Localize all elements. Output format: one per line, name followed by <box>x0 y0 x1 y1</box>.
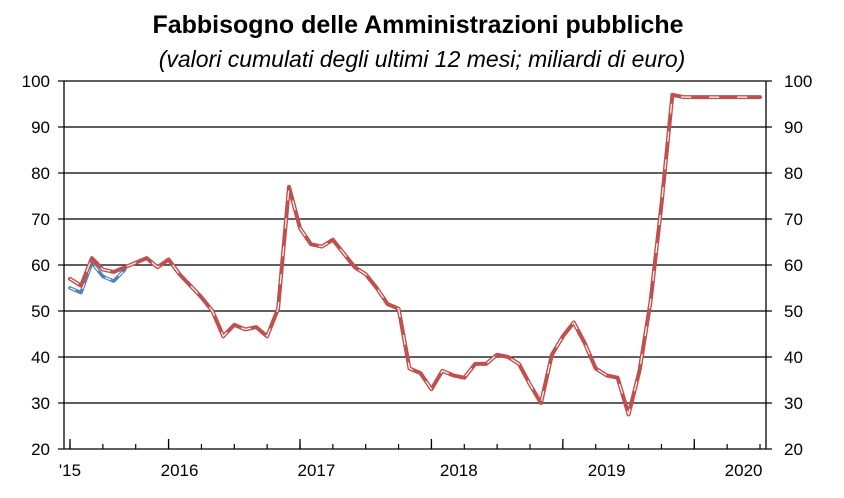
axes <box>58 80 772 450</box>
y-tick-label-left: 80 <box>31 164 50 183</box>
chart-subtitle: (valori cumulati degli ultimi 12 mesi; m… <box>159 46 686 72</box>
x-tick-label: 2019 <box>588 461 626 480</box>
y-tick-label-left: 60 <box>31 256 50 275</box>
y-tick-label-left: 30 <box>31 394 50 413</box>
y-tick-label-right: 60 <box>784 256 803 275</box>
x-tick-label: '15 <box>59 461 81 480</box>
y-tick-label-left: 100 <box>22 72 50 91</box>
series-line-dash-overlay <box>69 262 126 294</box>
y-tick-label-right: 90 <box>784 118 803 137</box>
x-tick-label: 2020 <box>725 461 763 480</box>
y-tick-label-left: 50 <box>31 302 50 321</box>
gridlines <box>64 80 766 404</box>
series-line <box>68 260 127 295</box>
y-tick-label-left: 40 <box>31 348 50 367</box>
y-tick-label-left: 90 <box>31 118 50 137</box>
chart-title: Fabbisogno delle Amministrazioni pubblic… <box>152 11 683 39</box>
series-line <box>68 92 762 417</box>
y-tick-label-right: 40 <box>784 348 803 367</box>
x-tick-label: 2016 <box>161 461 199 480</box>
y-tick-label-right: 20 <box>784 440 803 459</box>
y-tick-label-right: 70 <box>784 210 803 229</box>
x-tick-label: 2017 <box>298 461 336 480</box>
y-tick-label-right: 30 <box>784 394 803 413</box>
y-tick-label-right: 50 <box>784 302 803 321</box>
y-tick-label-left: 20 <box>31 440 50 459</box>
y-tick-label-left: 70 <box>31 210 50 229</box>
x-tick-label: 2018 <box>440 461 478 480</box>
y-tick-label-right: 100 <box>784 72 812 91</box>
series-group <box>68 92 762 417</box>
y-tick-label-right: 80 <box>784 164 803 183</box>
